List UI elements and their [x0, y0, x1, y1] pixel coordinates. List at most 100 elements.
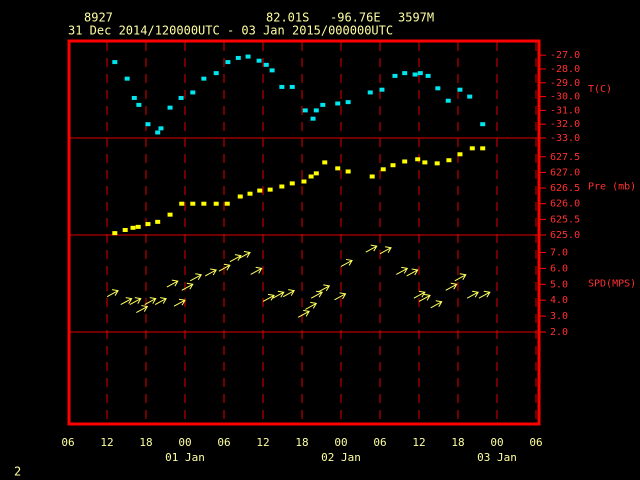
point [445, 98, 451, 103]
y-axis-label: SPD(MPS) [588, 279, 636, 290]
wind-arrow [318, 284, 331, 293]
point [422, 160, 428, 165]
x-tick-label: 00 [334, 436, 347, 449]
y-tick-label: 3.0 [550, 311, 568, 322]
y-tick-label: 4.0 [550, 295, 568, 306]
station-id: 8927 [84, 11, 113, 25]
y-tick-label: 6.0 [550, 263, 568, 274]
wind-arrow [190, 273, 203, 282]
point [310, 116, 316, 121]
wind-arrow [120, 297, 133, 306]
y-tick-label: 626.5 [550, 183, 580, 194]
wind-arrow [297, 309, 310, 318]
point [155, 219, 161, 224]
point [131, 95, 137, 100]
y-tick-label: -30.0 [550, 92, 580, 103]
wind-arrow [396, 266, 409, 275]
point [225, 60, 231, 65]
point [112, 60, 118, 65]
latitude: 82.01S [266, 11, 309, 25]
point [122, 227, 128, 232]
wind-arrow [218, 263, 231, 272]
wind-arrow [365, 244, 378, 253]
wind-arrow [340, 258, 353, 267]
x-tick-label: 06 [529, 436, 542, 449]
x-tick-label: 06 [373, 436, 386, 449]
longitude: -96.76E [330, 11, 381, 25]
y-tick-label: -28.0 [550, 64, 580, 75]
point [425, 73, 431, 78]
wind-arrow [129, 297, 142, 306]
point [235, 55, 241, 60]
point [313, 171, 319, 176]
point [145, 122, 151, 127]
y-tick-label: -32.0 [550, 119, 580, 130]
wind-arrow [106, 289, 119, 298]
y-tick-label: 2.0 [550, 327, 568, 338]
y-tick-label: 627.5 [550, 152, 580, 163]
elevation: 3597M [398, 11, 434, 25]
wind-arrow [144, 297, 157, 306]
y-tick-label: 5.0 [550, 279, 568, 290]
wind-arrow [154, 297, 167, 306]
point [457, 87, 463, 92]
point [190, 201, 196, 206]
wind-arrow [166, 279, 179, 288]
point [480, 146, 486, 151]
point [213, 201, 219, 206]
point [446, 158, 452, 163]
point [267, 187, 273, 192]
point [390, 163, 396, 168]
x-tick-label: 06 [217, 436, 230, 449]
date-label: 01 Jan [165, 451, 205, 464]
x-tick-label: 00 [178, 436, 191, 449]
wind-arrow [406, 268, 419, 277]
point [190, 90, 196, 95]
panel: -27.0 -28.0 -29.0 -30.0 -31.0 -32.0 -33.0 T(C) [112, 50, 612, 144]
x-tick-label: 18 [139, 436, 152, 449]
wind-arrow [413, 290, 426, 299]
x-tick-label: 12 [256, 436, 269, 449]
point [112, 231, 118, 236]
grid [106, 42, 537, 423]
point [415, 157, 421, 162]
point [480, 122, 486, 127]
point [145, 222, 151, 227]
y-tick-label: -27.0 [550, 50, 580, 61]
point [322, 160, 328, 165]
point [245, 54, 251, 59]
point [412, 72, 418, 77]
point [457, 152, 463, 157]
x-tick-label: 18 [295, 436, 308, 449]
wind-arrow [181, 282, 194, 291]
point [308, 174, 314, 179]
wind-arrow [238, 250, 251, 259]
point [179, 201, 185, 206]
point [417, 71, 423, 76]
point [237, 194, 243, 199]
y-tick-label: 626.0 [550, 199, 580, 210]
wind-arrow [379, 246, 392, 255]
wind-arrow [305, 301, 318, 310]
point [301, 179, 307, 184]
point [302, 108, 308, 113]
point [469, 146, 475, 151]
wind-arrow [334, 292, 347, 301]
wind-arrow [454, 273, 467, 282]
panel: 627.5 627.0 626.5 626.0 625.5 625.0 Pre (mb) [112, 146, 636, 241]
panel: 7.0 6.0 5.0 4.0 3.0 2.0 SPD(MPS) [106, 244, 636, 338]
point [130, 225, 136, 230]
point [135, 224, 141, 229]
wind-arrow [262, 293, 275, 302]
point [178, 95, 184, 100]
y-tick-label: 625.5 [550, 214, 580, 225]
wind-arrow [445, 282, 458, 291]
point [435, 86, 441, 91]
wind-arrow [466, 290, 479, 299]
point [402, 159, 408, 164]
point [213, 71, 219, 76]
x-tick-label: 12 [412, 436, 425, 449]
point [335, 166, 341, 171]
point [434, 161, 440, 166]
